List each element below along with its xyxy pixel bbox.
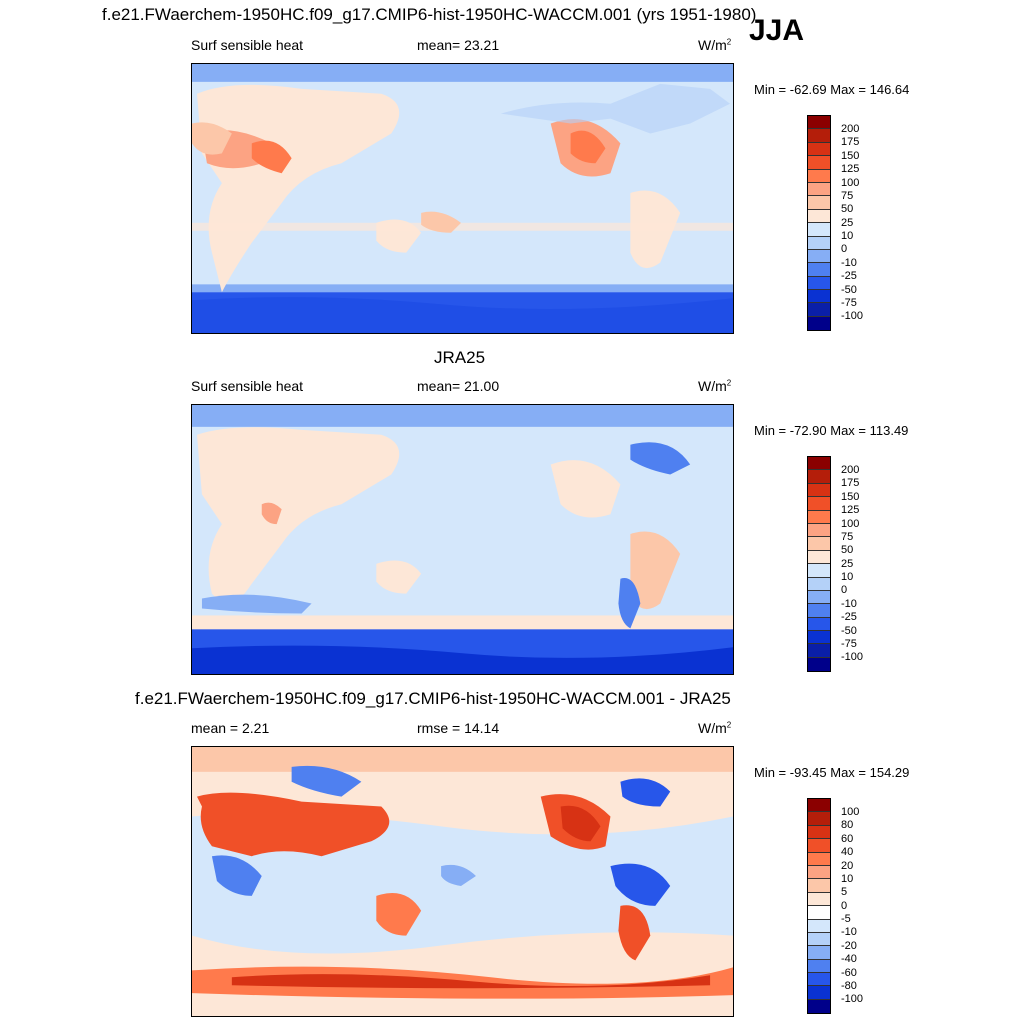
panel3-minmax: Min = -93.45 Max = 154.29 xyxy=(754,765,910,780)
tick: -10 xyxy=(841,926,857,938)
tick: 10 xyxy=(841,230,854,242)
tick: 50 xyxy=(841,544,854,556)
panel1-minmax: Min = -62.69 Max = 146.64 xyxy=(754,82,910,97)
panel1-map xyxy=(191,63,734,334)
tick: -5 xyxy=(841,913,851,925)
tick: 5 xyxy=(841,886,848,898)
panel3-mean-label: mean = 2.21 xyxy=(191,720,270,736)
tick: -75 xyxy=(841,297,857,309)
panel2-mean-label: mean= 21.00 xyxy=(417,378,500,394)
tick: -100 xyxy=(841,993,864,1005)
tick: 25 xyxy=(841,217,854,229)
panel2-variable-label: Surf sensible heat xyxy=(191,378,304,394)
tick: 125 xyxy=(841,504,860,516)
tick: -80 xyxy=(841,980,857,992)
tick: 60 xyxy=(841,833,854,845)
panel1-variable-label: Surf sensible heat xyxy=(191,37,304,53)
tick: -25 xyxy=(841,270,857,282)
panel2-minmax: Min = -72.90 Max = 113.49 xyxy=(754,423,909,438)
tick: -25 xyxy=(841,611,857,623)
tick: -40 xyxy=(841,953,857,965)
tick: 175 xyxy=(841,136,860,148)
panel1-colorbar xyxy=(807,115,831,332)
panel2-colorbar xyxy=(807,456,831,673)
panel2-map xyxy=(191,404,734,675)
tick: 40 xyxy=(841,846,854,858)
tick: 50 xyxy=(841,203,854,215)
tick: 100 xyxy=(841,177,860,189)
panel3-rmse-label: rmse = 14.14 xyxy=(417,720,500,736)
tick: 75 xyxy=(841,531,854,543)
tick: 0 xyxy=(841,900,848,912)
season-label: JJA xyxy=(749,14,805,47)
tick: 10 xyxy=(841,873,854,885)
tick: 20 xyxy=(841,860,854,872)
panel2-unit-label: W/m2 xyxy=(698,378,732,394)
tick: 80 xyxy=(841,819,854,831)
tick: -10 xyxy=(841,598,857,610)
panel3-unit-label: W/m2 xyxy=(698,720,732,736)
tick: -50 xyxy=(841,284,857,296)
tick: 10 xyxy=(841,571,854,583)
tick: -100 xyxy=(841,310,864,322)
tick: 25 xyxy=(841,558,854,570)
figure-title: f.e21.FWaerchem-1950HC.f09_g17.CMIP6-his… xyxy=(102,5,757,24)
tick: -75 xyxy=(841,638,857,650)
tick: 75 xyxy=(841,190,854,202)
tick: -50 xyxy=(841,625,857,637)
tick: 200 xyxy=(841,464,860,476)
panel1-mean-label: mean= 23.21 xyxy=(417,37,500,53)
tick: 150 xyxy=(841,491,860,503)
tick: -20 xyxy=(841,940,857,952)
tick: 100 xyxy=(841,518,860,530)
panel1-unit-label: W/m2 xyxy=(698,37,732,53)
tick: 175 xyxy=(841,477,860,489)
tick: 0 xyxy=(841,243,848,255)
panel3-title: f.e21.FWaerchem-1950HC.f09_g17.CMIP6-his… xyxy=(135,689,731,708)
tick: -10 xyxy=(841,257,857,269)
panel3-map xyxy=(191,746,734,1017)
tick: -100 xyxy=(841,651,864,663)
panel3-colorbar xyxy=(807,798,831,1015)
tick: 150 xyxy=(841,150,860,162)
tick: 100 xyxy=(841,806,860,818)
tick: 125 xyxy=(841,163,860,175)
panel2-title: JRA25 xyxy=(434,348,486,367)
tick: 0 xyxy=(841,584,848,596)
tick: 200 xyxy=(841,123,860,135)
tick: -60 xyxy=(841,967,857,979)
